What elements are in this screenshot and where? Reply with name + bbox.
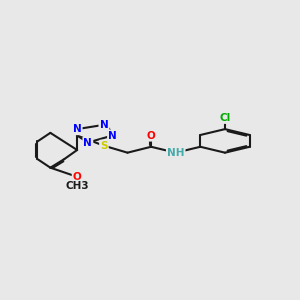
- Text: Cl: Cl: [219, 113, 231, 123]
- Text: N: N: [100, 120, 108, 130]
- Text: O: O: [147, 130, 155, 140]
- Text: N: N: [83, 137, 92, 148]
- Text: CH3: CH3: [65, 181, 89, 191]
- Text: O: O: [73, 172, 82, 182]
- Text: S: S: [100, 141, 108, 151]
- Text: NH: NH: [167, 148, 184, 158]
- Text: N: N: [73, 124, 82, 134]
- Text: N: N: [108, 130, 117, 140]
